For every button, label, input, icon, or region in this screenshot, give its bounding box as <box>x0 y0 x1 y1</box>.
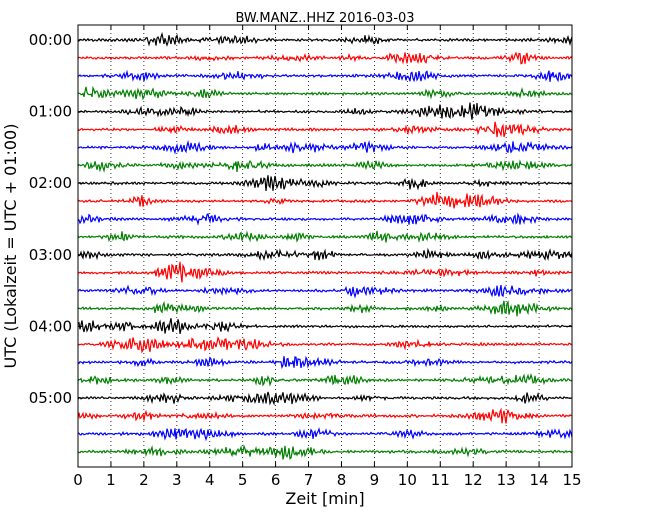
trace-4 <box>77 102 573 120</box>
trace-13 <box>77 261 573 283</box>
trace-2 <box>77 69 573 83</box>
trace-15 <box>77 300 573 317</box>
x-tick-label: 5 <box>238 471 248 489</box>
x-tick-label: 4 <box>205 471 215 489</box>
x-tick-label: 8 <box>337 471 347 489</box>
trace-1 <box>77 51 573 65</box>
x-tick-label: 13 <box>497 471 516 489</box>
trace-9 <box>77 191 573 209</box>
trace-19 <box>77 373 573 387</box>
trace-5 <box>77 121 573 138</box>
trace-23 <box>77 444 573 460</box>
y-tick-label: 04:00 <box>29 317 72 335</box>
trace-3 <box>77 85 573 101</box>
y-tick-label: 03:00 <box>29 246 72 264</box>
trace-6 <box>77 139 573 155</box>
trace-12 <box>77 247 573 262</box>
x-tick-label: 3 <box>172 471 182 489</box>
trace-21 <box>77 407 573 424</box>
x-tick-label: 14 <box>530 471 549 489</box>
trace-14 <box>77 284 573 299</box>
x-tick-label: 11 <box>431 471 450 489</box>
trace-17 <box>77 335 573 354</box>
trace-7 <box>77 159 573 173</box>
x-tick-label: 10 <box>398 471 417 489</box>
x-tick-label: 1 <box>106 471 116 489</box>
y-tick-label: 02:00 <box>29 174 72 192</box>
x-axis-ticks: 0 1 2 3 4 5 6 7 8 9 10 11 12 13 14 15 <box>73 25 582 489</box>
x-tick-label: 15 <box>562 471 581 489</box>
chart-title: BW.MANZ..HHZ 2016-03-03 <box>235 11 414 26</box>
trace-0 <box>77 31 573 47</box>
trace-18 <box>77 355 573 370</box>
plot-frame <box>77 24 573 468</box>
x-tick-label: 6 <box>271 471 281 489</box>
trace-11 <box>77 230 573 243</box>
x-tick-label: 9 <box>370 471 380 489</box>
x-tick-label: 7 <box>304 471 314 489</box>
trace-22 <box>77 426 573 442</box>
y-tick-label: 00:00 <box>29 31 72 49</box>
trace-16 <box>77 318 573 334</box>
trace-20 <box>77 391 573 406</box>
plot-background <box>78 25 572 467</box>
x-tick-label: 12 <box>464 471 483 489</box>
grid-lines <box>110 25 540 467</box>
y-tick-label: 05:00 <box>29 389 72 407</box>
y-tick-label: 01:00 <box>29 103 72 121</box>
y-axis-label: UTC (Lokalzeit = UTC + 01:00) <box>1 124 20 369</box>
x-axis-label: Zeit [min] <box>285 489 364 508</box>
seismic-traces <box>77 31 573 460</box>
trace-10 <box>77 212 573 226</box>
trace-8 <box>77 175 573 191</box>
y-axis-ticks: 00:00 01:00 02:00 03:00 04:00 05:00 <box>29 31 572 407</box>
x-tick-label: 0 <box>73 471 83 489</box>
x-tick-label: 2 <box>139 471 149 489</box>
